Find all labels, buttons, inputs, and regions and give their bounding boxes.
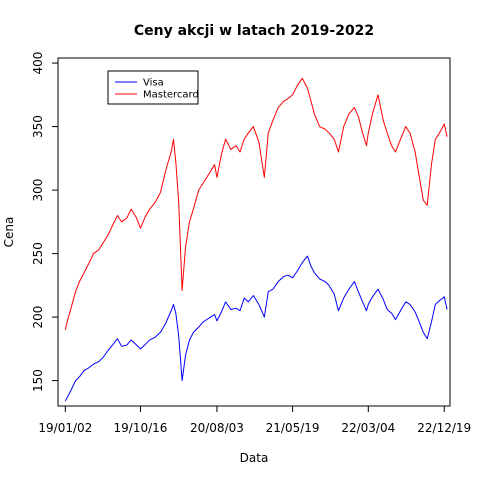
x-tick-label: 22/12/19 bbox=[417, 421, 471, 435]
series-line-visa bbox=[64, 255, 448, 402]
x-tick-label: 19/10/16 bbox=[114, 421, 168, 435]
legend-box bbox=[107, 70, 199, 105]
series-line-mastercard bbox=[64, 77, 448, 330]
x-tick-label: 21/05/19 bbox=[266, 421, 320, 435]
y-tick-label: 250 bbox=[31, 242, 45, 265]
chart-title: Ceny akcji w latach 2019-2022 bbox=[134, 23, 374, 39]
y-tick-label: 400 bbox=[31, 52, 45, 75]
x-tick-label: 20/08/03 bbox=[190, 421, 244, 435]
legend-label-mastercard: Mastercard bbox=[143, 90, 199, 101]
x-axis: 19/01/02 19/10/16 20/08/03 21/05/19 22/03/04… bbox=[38, 405, 471, 435]
y-tick-label: 150 bbox=[31, 369, 45, 392]
y-axis: 150 200 250 300 350 400 bbox=[31, 52, 59, 392]
y-tick-label: 200 bbox=[31, 306, 45, 329]
y-tick-label: 300 bbox=[31, 179, 45, 202]
y-tick-label: 350 bbox=[31, 115, 45, 138]
x-tick-label: 22/03/04 bbox=[341, 421, 395, 435]
x-axis-label: Data bbox=[240, 451, 269, 465]
series-layer bbox=[64, 77, 448, 402]
y-axis-label: Cena bbox=[2, 217, 16, 248]
legend-label-visa: Visa bbox=[143, 78, 164, 89]
x-tick-label: 19/01/02 bbox=[38, 421, 92, 435]
